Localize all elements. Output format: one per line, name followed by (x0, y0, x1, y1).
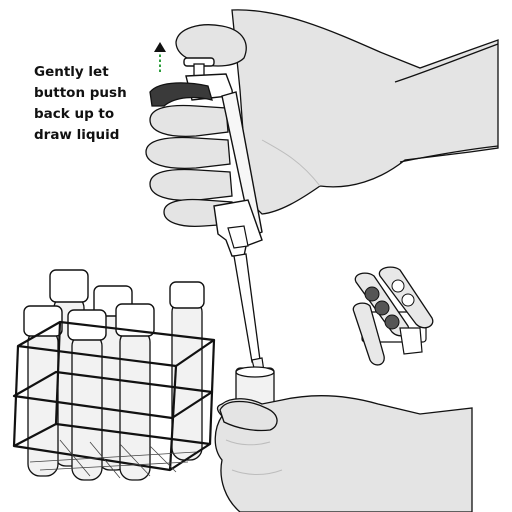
vial-1 (364, 286, 380, 302)
arrow-up-icon (154, 42, 166, 72)
glove-lower-fold-2 (231, 469, 283, 475)
held-tube-rim (235, 366, 275, 378)
instruction-caption: Gently let button push back up to draw l… (34, 62, 154, 146)
upper-gloved-hand (145, 9, 499, 228)
plunger-shaft (193, 63, 205, 77)
glove-fold (261, 139, 321, 187)
tube-rack (12, 269, 216, 481)
rack-base-grid (29, 439, 197, 479)
vial-empty-1 (391, 279, 405, 293)
vial-2 (374, 300, 390, 316)
vial-3 (384, 314, 400, 330)
caption-line-2: button push (34, 85, 127, 101)
lower-gloved-hand (214, 366, 473, 512)
tip-ejector (227, 225, 249, 249)
glove-cuff-line-bottom (399, 145, 499, 163)
caption-line-4: draw liquid (34, 127, 120, 143)
arrow-up-head (154, 42, 166, 52)
vial-empty-2 (401, 293, 415, 307)
caption-line-3: back up to (34, 106, 115, 122)
glove-finger-1 (149, 104, 229, 138)
vial-holder-leg-right (399, 327, 423, 355)
glove-cuff-line-top (394, 43, 499, 83)
glove-forearm (231, 9, 499, 215)
tube-6 (115, 303, 155, 481)
pipette-shaft (233, 253, 261, 363)
vial-holder (352, 266, 434, 366)
glove-lower-fold-1 (225, 439, 271, 446)
glove-finger-3 (149, 168, 233, 202)
finger-hook (149, 82, 213, 107)
glove-lower-thumb (219, 400, 278, 432)
rack-wire-frame (12, 320, 216, 472)
tube-3 (169, 281, 205, 461)
caption-line-1: Gently let (34, 64, 109, 80)
vial-holder-leg-left (352, 302, 385, 366)
pipette-barrel (221, 91, 263, 237)
glove-finger-2 (145, 136, 231, 170)
